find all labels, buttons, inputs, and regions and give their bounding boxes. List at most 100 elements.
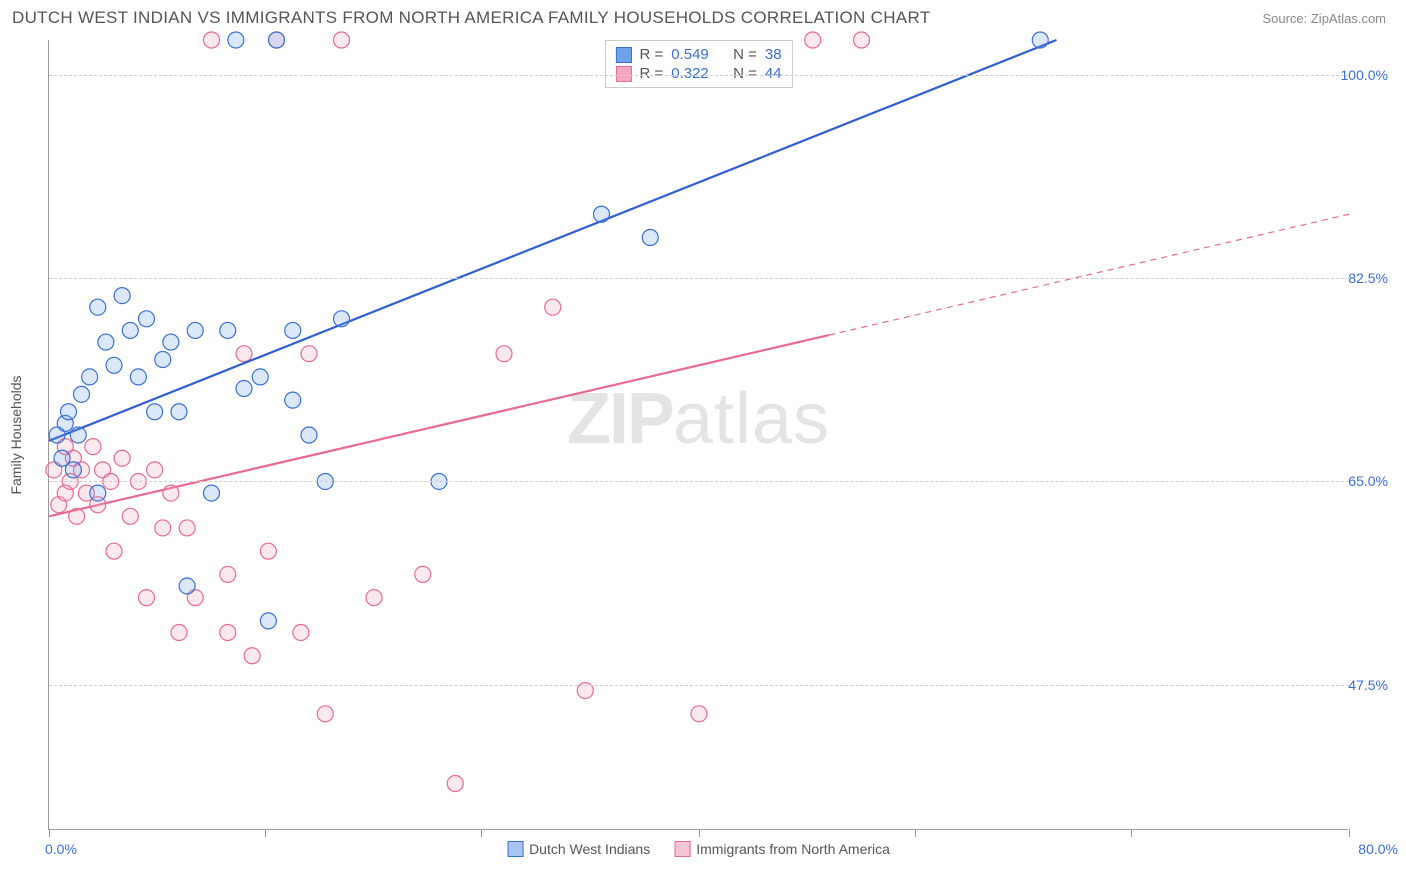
data-point-immigrants	[854, 32, 870, 48]
data-point-immigrants	[236, 346, 252, 362]
data-point-dutch	[228, 32, 244, 48]
data-point-dutch	[65, 462, 81, 478]
legend-item-dutch: Dutch West Indians	[507, 841, 650, 857]
data-point-dutch	[642, 230, 658, 246]
legend-item-immigrants: Immigrants from North America	[674, 841, 890, 857]
data-point-dutch	[171, 404, 187, 420]
data-point-dutch	[179, 578, 195, 594]
x-tick	[49, 829, 50, 837]
data-point-immigrants	[106, 543, 122, 559]
data-point-dutch	[269, 32, 285, 48]
bottom-legend: Dutch West Indians Immigrants from North…	[507, 841, 890, 857]
stats-n-immigrants: 44	[765, 65, 782, 82]
stats-row-dutch: R = 0.549 N = 38	[615, 45, 781, 64]
data-point-dutch	[155, 351, 171, 367]
legend-label-dutch: Dutch West Indians	[529, 841, 650, 857]
x-tick	[1349, 829, 1350, 837]
y-tick-label: 47.5%	[1328, 677, 1388, 693]
plot-area: ZIPatlas R = 0.549 N = 38 R = 0.322 N = …	[48, 40, 1348, 830]
source-label: Source: ZipAtlas.com	[1262, 11, 1386, 26]
data-point-immigrants	[366, 590, 382, 606]
data-point-immigrants	[317, 706, 333, 722]
y-tick-label: 100.0%	[1328, 67, 1388, 83]
data-point-dutch	[285, 392, 301, 408]
data-point-immigrants	[220, 625, 236, 641]
data-point-dutch	[252, 369, 268, 385]
plot-container: Family Households ZIPatlas R = 0.549 N =…	[48, 40, 1388, 830]
data-point-dutch	[61, 404, 77, 420]
data-point-dutch	[90, 485, 106, 501]
data-point-immigrants	[147, 462, 163, 478]
data-point-immigrants	[447, 776, 463, 792]
data-point-dutch	[106, 357, 122, 373]
swatch-dutch-icon	[615, 47, 631, 63]
gridline	[49, 75, 1349, 76]
data-point-immigrants	[334, 32, 350, 48]
data-point-dutch	[114, 288, 130, 304]
gridline	[49, 278, 1349, 279]
x-tick	[1131, 829, 1132, 837]
data-point-dutch	[98, 334, 114, 350]
data-point-immigrants	[114, 450, 130, 466]
data-point-immigrants	[179, 520, 195, 536]
x-max-label: 80.0%	[1358, 841, 1398, 857]
data-point-immigrants	[69, 508, 85, 524]
data-point-dutch	[301, 427, 317, 443]
data-point-immigrants	[691, 706, 707, 722]
gridline	[49, 481, 1349, 482]
data-point-dutch	[147, 404, 163, 420]
data-point-dutch	[334, 311, 350, 327]
data-point-immigrants	[122, 508, 138, 524]
regression-line-dash-immigrants	[829, 214, 1349, 335]
data-point-immigrants	[260, 543, 276, 559]
data-point-dutch	[260, 613, 276, 629]
data-point-immigrants	[805, 32, 821, 48]
x-tick	[481, 829, 482, 837]
data-point-immigrants	[244, 648, 260, 664]
y-axis-label: Family Households	[8, 375, 24, 494]
legend-swatch-immigrants-icon	[674, 841, 690, 857]
data-point-immigrants	[171, 625, 187, 641]
stats-row-immigrants: R = 0.322 N = 44	[615, 64, 781, 83]
data-point-dutch	[122, 322, 138, 338]
x-tick	[265, 829, 266, 837]
swatch-immigrants-icon	[615, 66, 631, 82]
stats-n-label: N =	[733, 46, 757, 63]
y-tick-label: 82.5%	[1328, 270, 1388, 286]
stats-n-dutch: 38	[765, 46, 782, 63]
data-point-immigrants	[545, 299, 561, 315]
data-point-dutch	[1032, 32, 1048, 48]
stats-r-label2: R =	[639, 65, 663, 82]
stats-r-dutch: 0.549	[671, 46, 709, 63]
data-point-dutch	[130, 369, 146, 385]
data-point-immigrants	[301, 346, 317, 362]
data-point-immigrants	[85, 439, 101, 455]
chart-title: DUTCH WEST INDIAN VS IMMIGRANTS FROM NOR…	[12, 8, 930, 28]
gridline	[49, 685, 1349, 686]
data-point-immigrants	[139, 590, 155, 606]
data-point-dutch	[70, 427, 86, 443]
regression-line-dutch	[49, 40, 1057, 441]
data-point-dutch	[82, 369, 98, 385]
data-point-dutch	[220, 322, 236, 338]
data-point-dutch	[285, 322, 301, 338]
data-point-immigrants	[163, 485, 179, 501]
x-tick	[699, 829, 700, 837]
data-point-dutch	[204, 485, 220, 501]
data-point-dutch	[187, 322, 203, 338]
x-tick	[915, 829, 916, 837]
stats-r-label: R =	[639, 46, 663, 63]
data-point-dutch	[594, 206, 610, 222]
stats-r-immigrants: 0.322	[671, 65, 709, 82]
stats-legend-box: R = 0.549 N = 38 R = 0.322 N = 44	[604, 40, 792, 88]
data-point-dutch	[139, 311, 155, 327]
x-min-label: 0.0%	[45, 841, 77, 857]
data-point-dutch	[236, 381, 252, 397]
data-point-immigrants	[204, 32, 220, 48]
y-tick-label: 65.0%	[1328, 473, 1388, 489]
data-point-immigrants	[155, 520, 171, 536]
data-point-immigrants	[496, 346, 512, 362]
legend-swatch-dutch-icon	[507, 841, 523, 857]
stats-n-label2: N =	[733, 65, 757, 82]
legend-label-immigrants: Immigrants from North America	[696, 841, 890, 857]
